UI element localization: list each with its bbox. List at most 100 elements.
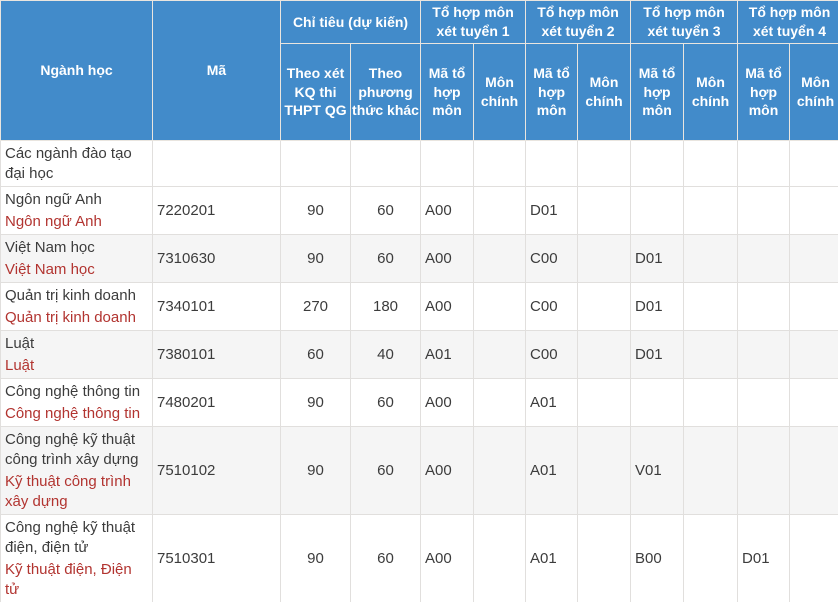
to-hop-ma-cell-3: B00 (630, 514, 685, 602)
to-hop-ma-cell-1: A00 (420, 378, 475, 427)
col-group-to-hop-1: Tổ hợp môn xét tuyển 1 (420, 0, 527, 44)
table-row: Công nghệ kỹ thuật điện, điện tử Kỹ thuật… (0, 514, 838, 602)
to-hop-ma-cell-1: A01 (420, 330, 475, 379)
to-hop-ma-cell-4 (737, 378, 791, 427)
quota-other-cell: 60 (349, 378, 422, 427)
major-link[interactable]: Việt Nam học (5, 261, 95, 278)
major-name: Công nghệ thông tin (5, 383, 141, 400)
col-group-to-hop-4: Tổ hợp môn xét tuyển 4 (737, 0, 838, 44)
major-link[interactable]: Kỹ thuật công trình xây dựng (5, 473, 131, 510)
to-hop-ma-cell-3: V01 (630, 426, 685, 515)
quota-other-cell: 180 (349, 282, 422, 331)
major-name-cell: Công nghệ thông tin Công nghệ thông tin (0, 378, 153, 427)
to-hop-ma-cell-1 (420, 140, 475, 187)
major-code-cell: 7480201 (152, 378, 281, 427)
mon-chinh-cell-4 (789, 514, 838, 602)
to-hop-ma-cell-1: A00 (420, 282, 475, 331)
mon-chinh-cell-3 (683, 426, 739, 515)
header-group-row: Ngành học Mã Chỉ tiêu (dự kiến) Tổ hợp m… (0, 0, 838, 141)
major-name: Quản trị kinh doanh (5, 287, 136, 304)
quota-thptqg-cell (280, 140, 351, 187)
mon-chinh-cell-3 (683, 140, 739, 187)
to-hop-ma-cell-4: D01 (737, 514, 791, 602)
mon-chinh-cell-4 (789, 234, 838, 283)
to-hop-ma-cell-2: A01 (525, 514, 579, 602)
major-name-cell: Công nghệ kỹ thuật công trình xây dựng Kỹ… (0, 426, 153, 515)
major-code-cell: 7220201 (152, 186, 281, 235)
quota-thptqg-cell: 90 (280, 186, 351, 235)
major-link[interactable]: Kỹ thuật điện, Điện tử (5, 561, 132, 598)
quota-thptqg-cell: 90 (280, 426, 351, 515)
quota-thptqg-cell: 270 (280, 282, 351, 331)
major-name: Việt Nam học (5, 239, 95, 256)
to-hop-ma-cell-2: D01 (525, 186, 579, 235)
mon-chinh-cell-2 (577, 282, 632, 331)
mon-chinh-cell-1 (473, 282, 527, 331)
col-group-to-hop-2: Tổ hợp môn xét tuyển 2 (525, 0, 632, 44)
mon-chinh-cell-4 (789, 378, 838, 427)
to-hop-ma-cell-4 (737, 186, 791, 235)
mon-chinh-cell-2 (577, 514, 632, 602)
to-hop-ma-cell-1: A00 (420, 426, 475, 515)
major-code-cell: 7510102 (152, 426, 281, 515)
mon-chinh-cell-4 (789, 186, 838, 235)
to-hop-ma-cell-3: D01 (630, 282, 685, 331)
table-body: Các ngành đào tạo đại học Ngôn ngữ Anh Ngô… (0, 140, 838, 602)
table-row: Công nghệ kỹ thuật công trình xây dựng Kỹ… (0, 426, 838, 515)
mon-chinh-cell-4 (789, 330, 838, 379)
col-header-ma-to-hop-4: Mã tổ hợp môn (737, 43, 791, 141)
major-link[interactable]: Luật (5, 357, 35, 374)
table-row: Các ngành đào tạo đại học (0, 140, 838, 187)
to-hop-ma-cell-4 (737, 282, 791, 331)
mon-chinh-cell-3 (683, 282, 739, 331)
col-header-theo-khac: Theo phương thức khác (349, 43, 422, 141)
mon-chinh-cell-2 (577, 234, 632, 283)
quota-other-cell (349, 140, 422, 187)
major-name-cell: Ngôn ngữ Anh Ngôn ngữ Anh (0, 186, 153, 235)
mon-chinh-cell-1 (473, 330, 527, 379)
to-hop-ma-cell-4 (737, 330, 791, 379)
major-code-cell: 7340101 (152, 282, 281, 331)
col-header-ma-to-hop-1: Mã tổ hợp môn (420, 43, 475, 141)
major-name: Công nghệ kỹ thuật điện, điện tử (5, 519, 136, 556)
to-hop-ma-cell-3 (630, 140, 685, 187)
quota-thptqg-cell: 90 (280, 234, 351, 283)
to-hop-ma-cell-4 (737, 234, 791, 283)
mon-chinh-cell-4 (789, 140, 838, 187)
col-header-ma-to-hop-2: Mã tổ hợp môn (525, 43, 579, 141)
major-link[interactable]: Công nghệ thông tin (5, 405, 141, 422)
to-hop-ma-cell-3 (630, 378, 685, 427)
mon-chinh-cell-4 (789, 282, 838, 331)
quota-thptqg-cell: 90 (280, 514, 351, 602)
major-name: Luật (5, 335, 35, 352)
major-code-cell: 7380101 (152, 330, 281, 379)
major-name-cell: Công nghệ kỹ thuật điện, điện tử Kỹ thuật… (0, 514, 153, 602)
major-name: Công nghệ kỹ thuật công trình xây dựng (5, 431, 139, 468)
to-hop-ma-cell-1: A00 (420, 234, 475, 283)
quota-other-cell: 60 (349, 426, 422, 515)
col-header-ma: Mã (152, 0, 281, 141)
col-header-mon-chinh-3: Môn chính (683, 43, 739, 141)
to-hop-ma-cell-3 (630, 186, 685, 235)
major-code-cell (152, 140, 281, 187)
quota-other-cell: 40 (349, 330, 422, 379)
major-link[interactable]: Ngôn ngữ Anh (5, 213, 102, 230)
mon-chinh-cell-2 (577, 330, 632, 379)
col-header-theo-thptqg: Theo xét KQ thi THPT QG (280, 43, 351, 141)
major-code-cell: 7310630 (152, 234, 281, 283)
col-group-to-hop-3: Tổ hợp môn xét tuyển 3 (630, 0, 739, 44)
mon-chinh-cell-1 (473, 186, 527, 235)
header-sub-row: Theo xét KQ thi THPT QG Theo phương thức… (1, 43, 838, 141)
table-row: Luật Luật 7380101 60 40 A01 C00 D01 (0, 330, 838, 379)
col-header-ma-to-hop-3: Mã tổ hợp môn (630, 43, 685, 141)
to-hop-ma-cell-4 (737, 426, 791, 515)
mon-chinh-cell-1 (473, 514, 527, 602)
major-link[interactable]: Quản trị kinh doanh (5, 309, 136, 326)
mon-chinh-cell-2 (577, 186, 632, 235)
col-header-mon-chinh-1: Môn chính (473, 43, 527, 141)
major-name: Ngôn ngữ Anh (5, 191, 102, 208)
quota-thptqg-cell: 60 (280, 330, 351, 379)
major-name-cell: Luật Luật (0, 330, 153, 379)
mon-chinh-cell-3 (683, 378, 739, 427)
table-row: Công nghệ thông tin Công nghệ thông tin 74… (0, 378, 838, 427)
